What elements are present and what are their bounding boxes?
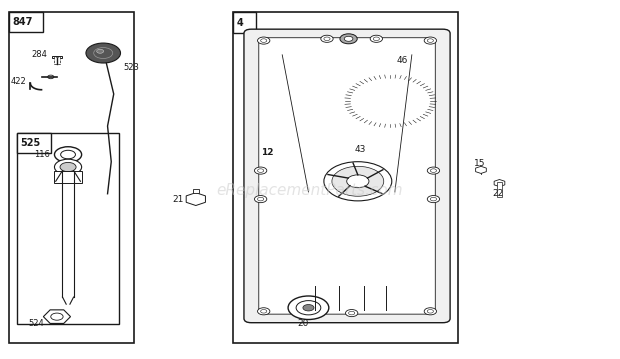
Circle shape bbox=[324, 37, 330, 41]
Circle shape bbox=[347, 175, 369, 188]
Text: 847: 847 bbox=[12, 17, 32, 27]
Text: 4: 4 bbox=[237, 18, 243, 28]
Bar bbox=[388, 67, 392, 76]
Circle shape bbox=[430, 197, 436, 201]
Circle shape bbox=[324, 162, 392, 201]
Circle shape bbox=[430, 169, 436, 172]
Polygon shape bbox=[369, 140, 401, 158]
Text: 22: 22 bbox=[492, 189, 503, 198]
Circle shape bbox=[321, 35, 333, 42]
Text: eReplacementParts.com: eReplacementParts.com bbox=[216, 183, 404, 198]
Circle shape bbox=[94, 47, 113, 59]
Text: 20: 20 bbox=[298, 319, 309, 328]
Bar bbox=[381, 85, 399, 90]
Circle shape bbox=[55, 147, 82, 162]
Circle shape bbox=[370, 35, 383, 42]
Circle shape bbox=[350, 78, 430, 124]
Circle shape bbox=[424, 308, 436, 315]
Bar bbox=[233, 12, 458, 343]
Circle shape bbox=[383, 97, 397, 106]
Circle shape bbox=[344, 36, 353, 41]
Bar bbox=[9, 12, 43, 32]
Bar bbox=[54, 57, 60, 64]
Circle shape bbox=[390, 148, 396, 151]
Circle shape bbox=[427, 167, 440, 174]
Circle shape bbox=[373, 37, 379, 41]
Circle shape bbox=[288, 296, 329, 320]
Circle shape bbox=[399, 102, 408, 107]
Bar bbox=[386, 64, 394, 87]
Circle shape bbox=[340, 34, 357, 44]
Text: 524: 524 bbox=[29, 319, 45, 328]
Text: 12: 12 bbox=[260, 148, 273, 157]
Circle shape bbox=[372, 90, 409, 112]
Circle shape bbox=[55, 159, 82, 175]
Circle shape bbox=[257, 37, 270, 44]
Circle shape bbox=[303, 304, 314, 311]
FancyBboxPatch shape bbox=[259, 38, 435, 314]
Circle shape bbox=[257, 308, 270, 315]
Text: 523: 523 bbox=[123, 63, 139, 72]
Circle shape bbox=[346, 75, 435, 127]
Circle shape bbox=[332, 166, 384, 196]
Circle shape bbox=[260, 39, 267, 42]
Text: 21: 21 bbox=[172, 195, 184, 204]
Text: 284: 284 bbox=[32, 50, 48, 59]
Circle shape bbox=[427, 196, 440, 202]
Circle shape bbox=[254, 167, 267, 174]
Circle shape bbox=[60, 162, 76, 172]
Circle shape bbox=[257, 197, 264, 201]
Circle shape bbox=[51, 313, 63, 320]
Text: 15: 15 bbox=[474, 159, 485, 168]
Circle shape bbox=[257, 169, 264, 172]
Circle shape bbox=[424, 37, 436, 44]
Circle shape bbox=[48, 75, 54, 79]
Bar bbox=[55, 171, 82, 183]
Circle shape bbox=[254, 196, 267, 202]
Text: 422: 422 bbox=[11, 77, 26, 86]
Circle shape bbox=[86, 43, 120, 63]
Text: 43: 43 bbox=[354, 145, 366, 154]
Circle shape bbox=[97, 49, 104, 53]
Text: 116: 116 bbox=[33, 150, 50, 159]
Circle shape bbox=[373, 151, 379, 155]
Circle shape bbox=[260, 309, 267, 313]
Circle shape bbox=[345, 309, 358, 317]
Circle shape bbox=[427, 309, 433, 313]
FancyBboxPatch shape bbox=[244, 29, 450, 323]
Circle shape bbox=[61, 150, 76, 159]
Circle shape bbox=[427, 39, 433, 42]
Text: 525: 525 bbox=[20, 138, 40, 148]
Bar bbox=[193, 189, 199, 193]
Bar bbox=[52, 56, 62, 59]
Bar bbox=[17, 133, 51, 153]
Circle shape bbox=[348, 311, 355, 315]
Circle shape bbox=[296, 300, 321, 315]
Bar bbox=[497, 182, 502, 197]
Bar bbox=[9, 12, 134, 343]
Text: 46: 46 bbox=[396, 56, 408, 65]
Bar bbox=[17, 133, 118, 324]
Bar bbox=[233, 12, 256, 33]
